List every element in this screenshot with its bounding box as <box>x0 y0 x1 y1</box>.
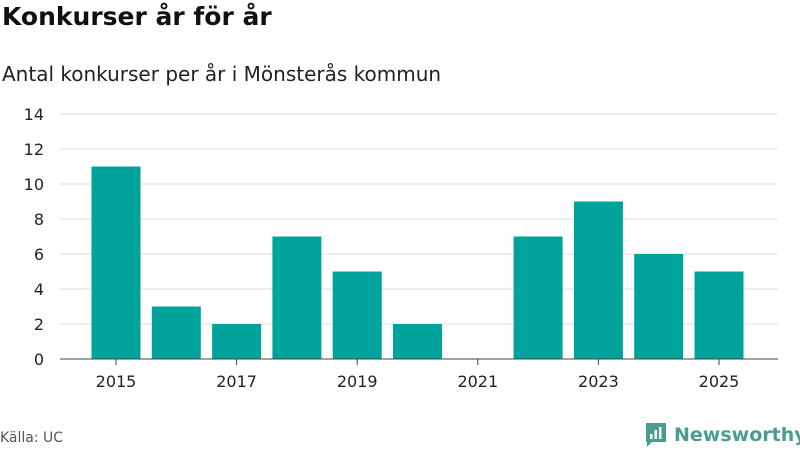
x-tick-label: 2025 <box>699 372 740 391</box>
bar-2023 <box>573 201 623 359</box>
bar-2024 <box>634 254 684 359</box>
bars <box>91 166 744 359</box>
source-note: Källa: UC <box>0 430 64 446</box>
y-tick-label: 4 <box>34 280 44 299</box>
y-tick-label: 6 <box>34 245 44 264</box>
bar-2025 <box>694 271 744 359</box>
x-tick-label: 2021 <box>457 372 498 391</box>
chart-title: Konkurser år för år <box>2 2 272 31</box>
bar-2019 <box>332 271 382 359</box>
x-axis-ticks: 2015 2017 2019 2021 2023 2025 <box>96 359 740 391</box>
y-tick-label: 2 <box>34 315 44 334</box>
brand-name: Newsworthy <box>674 424 800 446</box>
x-tick-label: 2015 <box>96 372 137 391</box>
bar-2017 <box>212 324 262 359</box>
x-tick-label: 2023 <box>578 372 619 391</box>
y-tick-label: 10 <box>24 175 44 194</box>
y-tick-label: 8 <box>34 210 44 229</box>
y-tick-label: 14 <box>24 105 44 124</box>
brand-logo: Newsworthy <box>644 421 800 449</box>
y-axis-ticks: 0 2 4 6 8 10 12 14 <box>24 105 44 369</box>
bar-2016 <box>151 306 201 359</box>
bar-2022 <box>513 236 563 359</box>
y-tick-label: 0 <box>34 350 44 369</box>
bar-2018 <box>272 236 322 359</box>
y-tick-label: 12 <box>24 140 44 159</box>
x-tick-label: 2019 <box>337 372 378 391</box>
bar-2020 <box>393 324 442 359</box>
bar-2015 <box>91 166 141 359</box>
newsworthy-logo-icon <box>646 423 666 447</box>
x-tick-label: 2017 <box>216 372 257 391</box>
chart-subtitle: Antal konkurser per år i Mönsterås kommu… <box>2 62 442 86</box>
